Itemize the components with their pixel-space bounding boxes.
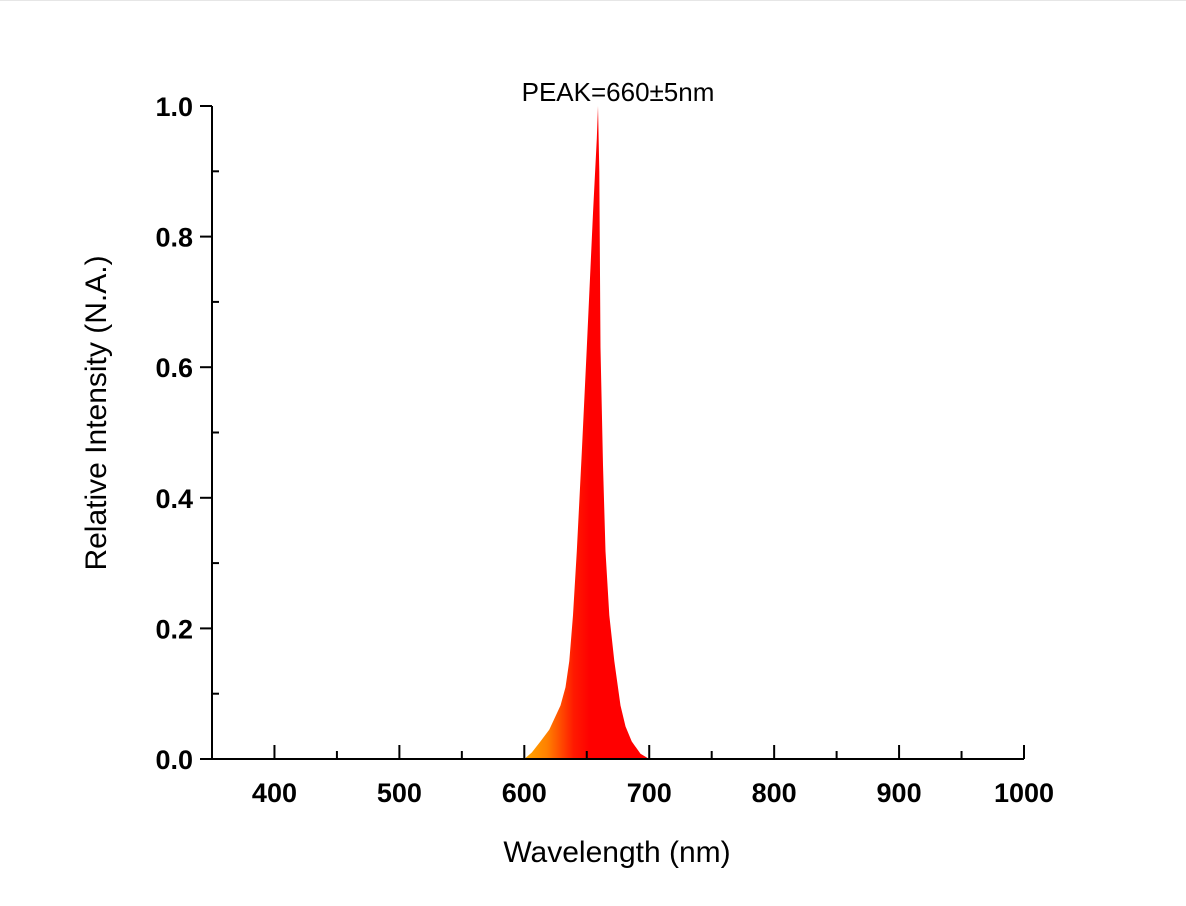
x-tick-label: 1000 (994, 778, 1054, 808)
x-tick-label: 900 (877, 778, 922, 808)
y-axis-title: Relative Intensity (N.A.) (80, 255, 113, 570)
y-tick-label: 0.4 (155, 484, 193, 514)
x-tick-label: 500 (377, 778, 422, 808)
peak-annotation: PEAK=660±5nm (522, 77, 715, 107)
x-tick-label: 700 (627, 778, 672, 808)
top-border (0, 0, 1186, 1)
x-tick-label: 400 (252, 778, 297, 808)
y-tick-label: 0.8 (155, 223, 193, 253)
y-tick-label: 0.6 (155, 353, 193, 383)
x-tick-label: 800 (752, 778, 797, 808)
x-axis-title: Wavelength (nm) (503, 836, 730, 869)
spectrum-area-spectrum (212, 106, 1024, 759)
x-tick-label: 600 (502, 778, 547, 808)
y-tick-label: 0.2 (155, 614, 193, 644)
y-tick-label: 0.0 (155, 745, 193, 775)
y-tick-label: 1.0 (155, 92, 193, 122)
